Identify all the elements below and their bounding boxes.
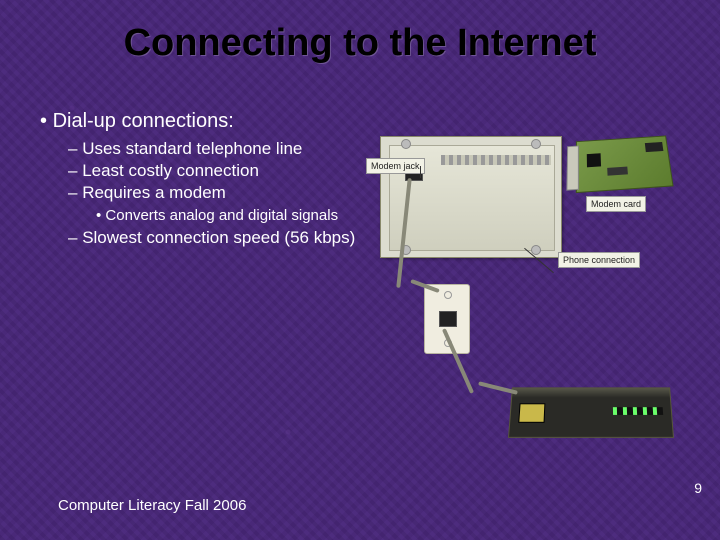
slide-title: Connecting to the Internet [0, 22, 720, 65]
slide: Connecting to the Internet Dial-up conne… [0, 0, 720, 540]
bullet-sub-3: Requires a modem [68, 183, 360, 203]
leader-modem-jack [420, 166, 421, 178]
wall-phone-plate [424, 284, 470, 354]
external-modem [508, 387, 674, 437]
label-modem-jack: Modem jack [366, 158, 425, 174]
footer-text: Computer Literacy Fall 2006 [58, 497, 246, 514]
content-block: Dial-up connections: Uses standard telep… [40, 110, 360, 250]
diagram: Modem jack Modem card Phone connection [370, 136, 675, 456]
page-number: 9 [694, 480, 702, 496]
bullet-subsub-1: Converts analog and digital signals [96, 207, 360, 224]
label-phone-connection: Phone connection [558, 252, 640, 268]
bullet-sub-4: Slowest connection speed (56 kbps) [68, 228, 360, 248]
label-modem-card: Modem card [586, 196, 646, 212]
modem-card [576, 136, 674, 194]
bullet-sub-1: Uses standard telephone line [68, 139, 360, 159]
bullet-sub-2: Least costly connection [68, 161, 360, 181]
bullet-main: Dial-up connections: [40, 110, 360, 133]
